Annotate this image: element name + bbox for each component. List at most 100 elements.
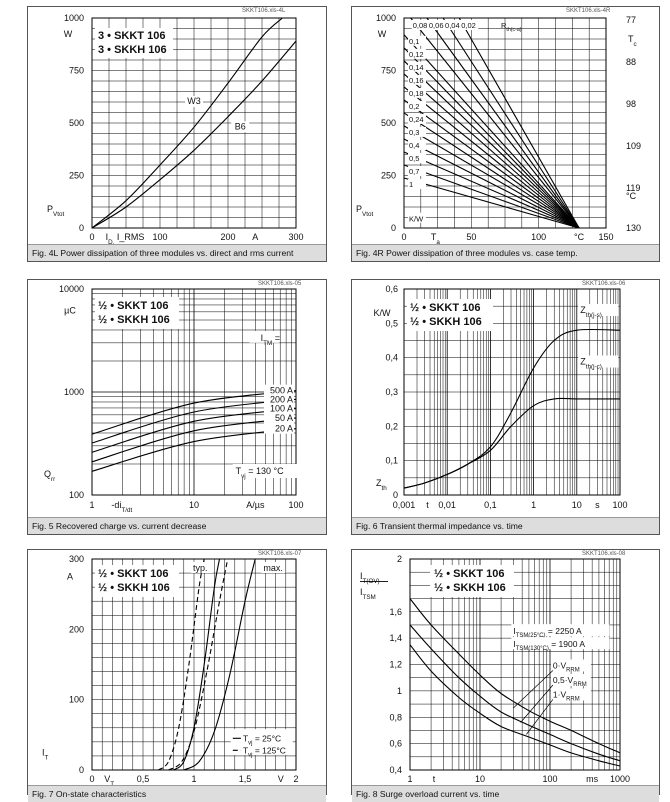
x-tick-label: 150 bbox=[598, 232, 613, 242]
series-label-backdrop bbox=[264, 402, 294, 414]
y-tick-label: 200 bbox=[69, 624, 84, 634]
y-unit-label: W bbox=[378, 29, 387, 39]
plot-frame bbox=[91, 558, 297, 771]
y-tick-label: 0,2 bbox=[385, 421, 398, 431]
x-tick-label: 1 bbox=[531, 500, 536, 510]
legend-label: Tvj = 125°C bbox=[243, 745, 286, 758]
x-tick-label: 10 bbox=[572, 500, 582, 510]
right-tick-label: 130 bbox=[626, 223, 641, 233]
y-tick-label: 750 bbox=[69, 66, 84, 76]
rth-label: 0,06 bbox=[429, 21, 444, 30]
y-tick-label: 750 bbox=[381, 66, 396, 76]
chart-panel-8: SKKT106.xls-08 1 10 100 1000 0,4 0,6 0,8 1 1,2 1,… bbox=[351, 549, 660, 802]
series-label: Zth(j-s) bbox=[580, 305, 602, 319]
x-axis-label: t bbox=[433, 774, 436, 784]
chart-panel-7: SKKT106.xls-07 0 0,5 1 1,5 2 0 100 200 300 A IT VT V… bbox=[27, 549, 327, 802]
annotation-label: ITSM(25°C) = 2250 A bbox=[513, 626, 582, 639]
rth-label: 0,24 bbox=[409, 115, 424, 124]
source-label: SKKT106.xls-05 bbox=[258, 281, 302, 287]
x-tick-label: 50 bbox=[466, 232, 476, 242]
rth-label: 1 bbox=[409, 180, 413, 189]
x-unit-label: V bbox=[278, 774, 284, 784]
y-tick-label: 0,1 bbox=[385, 456, 398, 466]
legend-backdrop bbox=[249, 330, 280, 343]
x-tick-label: 0 bbox=[89, 232, 94, 242]
x-tick-label: 0 bbox=[401, 232, 406, 242]
rth-line bbox=[458, 17, 580, 229]
rth-label-backdrop bbox=[408, 35, 426, 46]
title-backdrop bbox=[407, 299, 493, 331]
y-tick-label: 0 bbox=[393, 490, 398, 500]
y-axis-label-bottom: ITSM bbox=[360, 587, 376, 601]
title-backdrop bbox=[95, 565, 179, 597]
series-line bbox=[183, 558, 256, 771]
x-tick-label: 300 bbox=[288, 232, 303, 242]
figure-caption: Fig. 6 Transient thermal impedance vs. t… bbox=[352, 517, 659, 534]
chart-panel-4R: SKKT106.xls-4R 0 50 100 150 0 250 500 750 1000 W P… bbox=[351, 6, 660, 262]
rth-line bbox=[403, 164, 580, 229]
y-tick-label: 1,4 bbox=[389, 633, 402, 643]
series-line bbox=[91, 17, 283, 229]
rth-label-backdrop bbox=[408, 166, 426, 176]
rth-line bbox=[403, 177, 580, 229]
y-tick-label: 0,4 bbox=[385, 353, 398, 363]
y-unit-label: A bbox=[67, 572, 73, 582]
x-tick-label: 1 bbox=[191, 774, 196, 784]
plot-frame bbox=[409, 558, 621, 771]
rth-label: 0,4 bbox=[409, 141, 419, 150]
y-tick-label: 1 bbox=[397, 686, 402, 696]
series-line bbox=[168, 558, 229, 771]
chart-title-line: 3 • SKKT 106 bbox=[98, 30, 165, 42]
series-label-backdrop bbox=[550, 688, 591, 701]
plot-frame bbox=[91, 17, 297, 229]
x-axis-label: Ta bbox=[431, 232, 441, 246]
y-tick-label: 0,5 bbox=[385, 318, 398, 328]
source-label: SKKT106.xls-4L bbox=[242, 8, 286, 14]
leader-line bbox=[513, 670, 554, 709]
y-tick-label: 0 bbox=[391, 223, 396, 233]
chart-title-line: ½ • SKKT 106 bbox=[434, 568, 505, 580]
x-tick-label: 100 bbox=[542, 774, 557, 784]
plot-frame bbox=[91, 288, 297, 496]
y-unit-label: K/W bbox=[374, 308, 392, 318]
rth-label: 0,08 bbox=[413, 21, 428, 30]
source-label: SKKT106.xls-4R bbox=[566, 8, 611, 14]
series-label: 1·VRRM bbox=[553, 689, 580, 702]
series-label: 500 A bbox=[270, 386, 293, 396]
rth-label: 0,02 bbox=[461, 21, 476, 30]
rth-line bbox=[403, 99, 580, 229]
rth-label-backdrop bbox=[427, 20, 446, 30]
series-label: 50 A bbox=[275, 413, 293, 423]
y-unit-label: µC bbox=[64, 305, 76, 315]
x-tick-label: 1 bbox=[407, 774, 412, 784]
label-backdrop bbox=[261, 562, 286, 573]
series-label-backdrop bbox=[264, 411, 294, 423]
x-axis-label: VT bbox=[104, 774, 114, 788]
y-tick-label: 100 bbox=[69, 695, 84, 705]
y-tick-label: 500 bbox=[381, 118, 396, 128]
series-line bbox=[409, 598, 621, 754]
rth-line bbox=[442, 17, 580, 229]
rth-label-backdrop bbox=[408, 113, 426, 124]
x-tick-label: 10 bbox=[475, 774, 485, 784]
y-axis-label: Qrr bbox=[44, 469, 55, 483]
right-axis-title: Tc bbox=[628, 34, 637, 48]
rth-line bbox=[403, 73, 580, 229]
x-unit-label: A bbox=[252, 232, 258, 242]
title-backdrop bbox=[95, 28, 173, 58]
rth-label-backdrop bbox=[460, 20, 479, 30]
x-axis-label: t bbox=[426, 500, 429, 510]
source-label: SKKT106.xls-06 bbox=[582, 281, 626, 287]
chart-title-line: ½ • SKKT 106 bbox=[98, 568, 169, 580]
y-tick-label: 1000 bbox=[64, 387, 84, 397]
rth-label-backdrop bbox=[408, 87, 426, 98]
curve-group-label: typ. bbox=[193, 563, 208, 573]
series-label-backdrop bbox=[578, 304, 619, 317]
rth-label: 0,7 bbox=[409, 167, 419, 176]
series-label: W3 bbox=[187, 96, 201, 106]
chart-title-line: ½ • SKKH 106 bbox=[434, 582, 506, 594]
series-label: 0·VRRM bbox=[553, 660, 580, 673]
rth-line bbox=[403, 34, 580, 229]
chart-title-line: ½ • SKKH 106 bbox=[410, 316, 482, 328]
rth-label-backdrop bbox=[408, 74, 426, 85]
